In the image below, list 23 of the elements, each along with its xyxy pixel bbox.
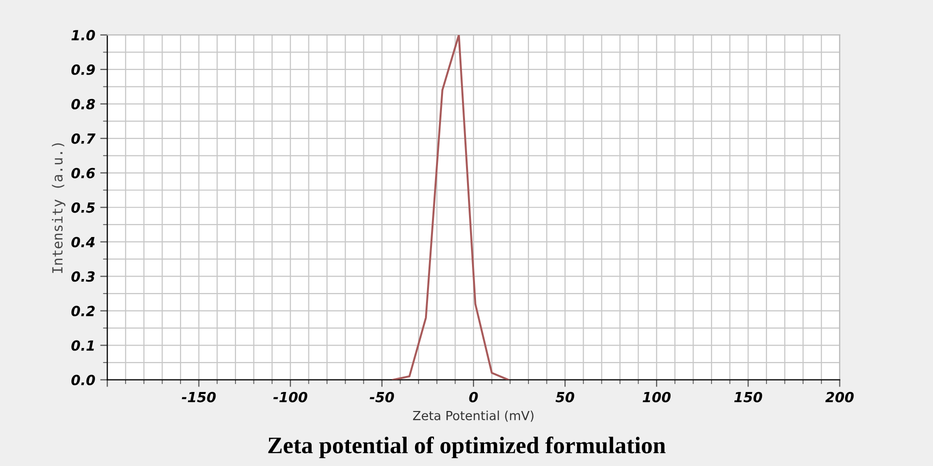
y-tick-label: 0.8 <box>71 98 95 110</box>
x-tick-label: 200 <box>825 392 854 402</box>
x-tick-label: 100 <box>642 392 671 402</box>
x-tick-label: 50 <box>556 392 574 402</box>
y-tick-label: 0.4 <box>71 236 95 248</box>
x-tick-label: 0 <box>469 392 478 402</box>
y-tick-label: 0.9 <box>71 64 95 75</box>
line-series <box>392 34 510 380</box>
y-tick-label: 0.6 <box>71 168 95 178</box>
y-tick-label: 0.7 <box>71 133 96 144</box>
y-tick-label: 0.5 <box>71 202 95 213</box>
y-axis-title: Intensity (a.u.) <box>52 143 66 273</box>
y-tick-label: 0.0 <box>71 374 95 386</box>
y-tick-label: 1.0 <box>71 30 95 40</box>
y-tick-label: 0.1 <box>71 340 94 351</box>
x-tick-label: -150 <box>182 392 216 402</box>
x-tick-label: 150 <box>734 392 762 402</box>
x-tick-label: -100 <box>273 392 308 402</box>
x-tick-label: -50 <box>370 392 394 402</box>
y-tick-label: 0.2 <box>71 306 95 316</box>
y-tick-label: 0.3 <box>71 271 95 282</box>
x-axis-title: Zeta Potential (mV) <box>413 410 534 422</box>
text: Zeta potential of optimized formulation <box>268 436 666 458</box>
